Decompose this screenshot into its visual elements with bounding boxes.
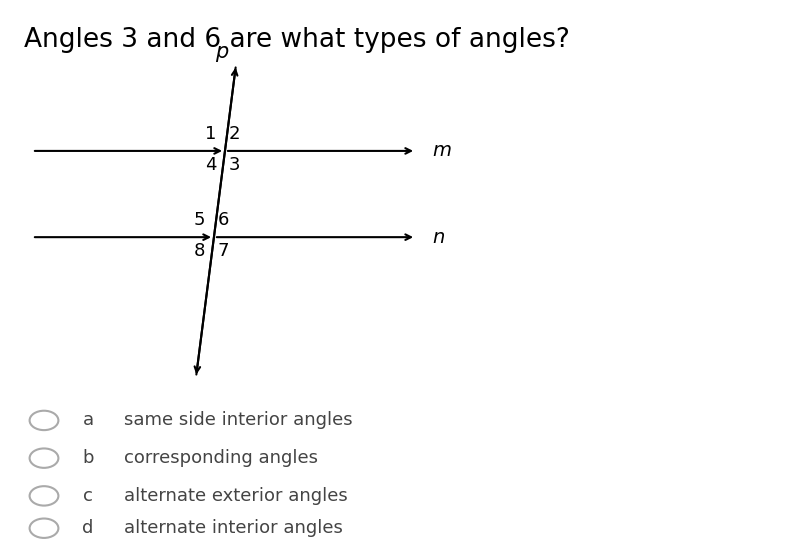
Text: 6: 6: [218, 211, 229, 230]
Text: 1: 1: [205, 125, 216, 143]
Text: 5: 5: [194, 211, 205, 230]
Text: p: p: [214, 42, 228, 62]
Text: b: b: [82, 449, 94, 467]
Text: d: d: [82, 519, 94, 537]
Text: same side interior angles: same side interior angles: [124, 411, 353, 430]
Text: alternate interior angles: alternate interior angles: [124, 519, 343, 537]
Text: n: n: [432, 227, 444, 247]
Text: Angles 3 and 6 are what types of angles?: Angles 3 and 6 are what types of angles?: [24, 27, 570, 53]
Text: 7: 7: [218, 242, 229, 260]
Text: 2: 2: [229, 125, 240, 143]
Text: 3: 3: [229, 156, 240, 174]
Text: a: a: [82, 411, 94, 430]
Text: 4: 4: [205, 156, 216, 174]
Text: alternate exterior angles: alternate exterior angles: [124, 487, 348, 505]
Text: c: c: [83, 487, 93, 505]
Text: m: m: [432, 141, 451, 161]
Text: corresponding angles: corresponding angles: [124, 449, 318, 467]
Text: 8: 8: [194, 242, 205, 260]
